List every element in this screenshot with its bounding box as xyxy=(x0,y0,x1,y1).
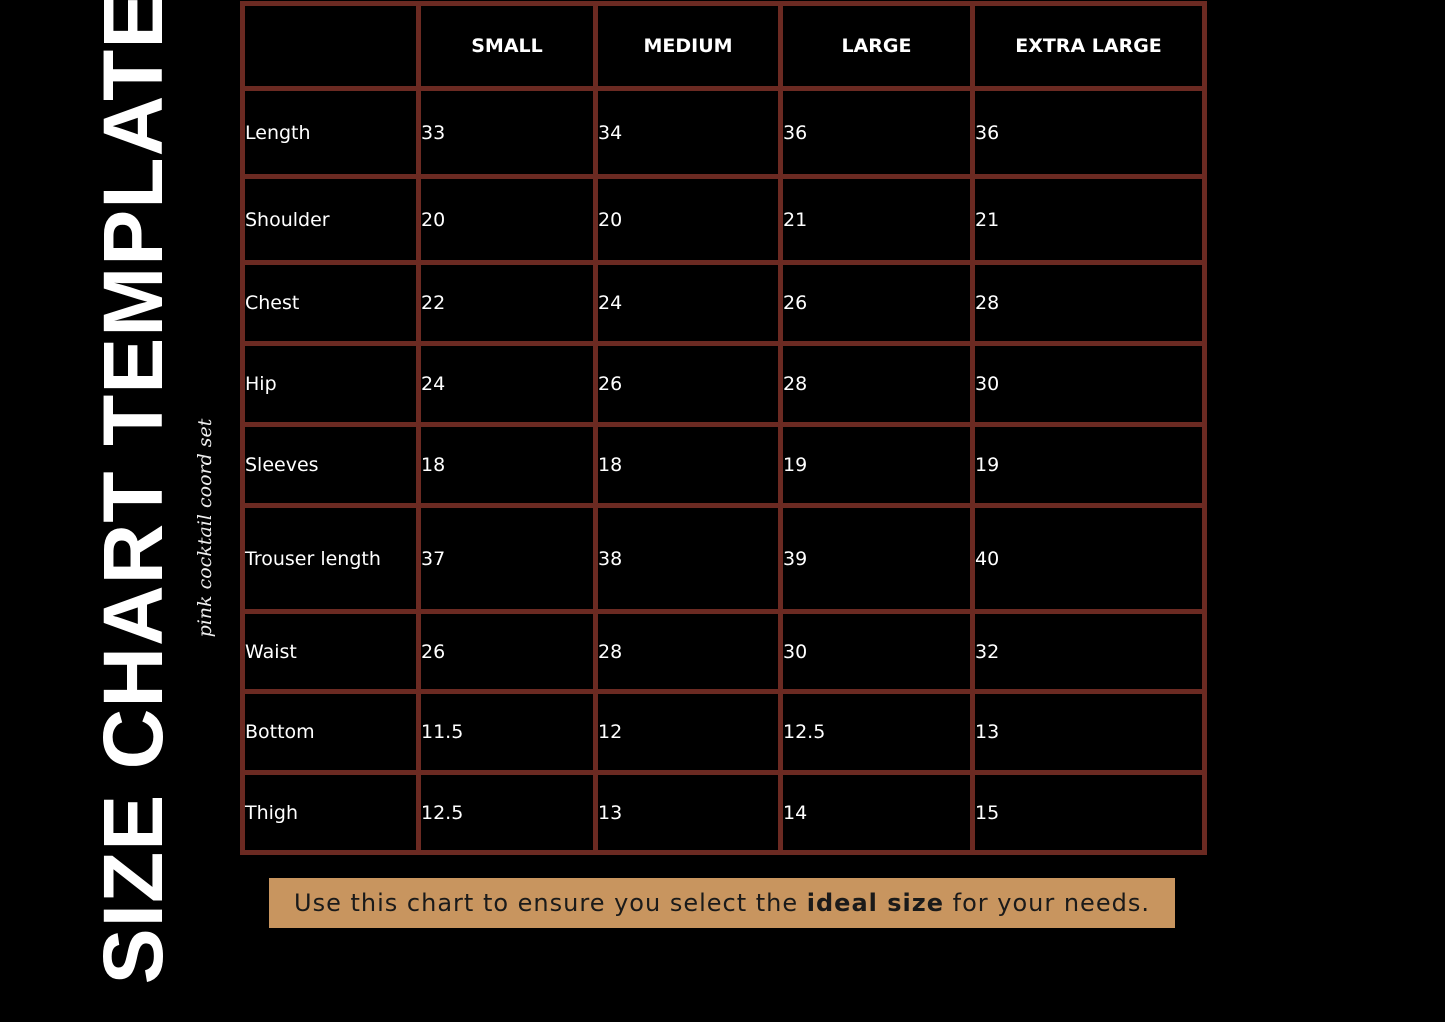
row-label: Hip xyxy=(240,341,421,427)
row-label: Bottom xyxy=(240,689,421,775)
size-value: 13 xyxy=(593,770,783,855)
table-row: Sleeves 18 18 19 19 xyxy=(240,422,1207,508)
size-value: 30 xyxy=(778,609,975,694)
size-value: 38 xyxy=(593,503,783,614)
banner-text-after: for your needs. xyxy=(943,889,1150,917)
row-label: Waist xyxy=(240,609,421,694)
size-chart-table: SMALL MEDIUM LARGE EXTRA LARGE Length 33 34 36… xyxy=(240,1,1207,855)
size-value: 15 xyxy=(970,770,1207,855)
row-label: Sleeves xyxy=(240,422,421,508)
size-value: 21 xyxy=(778,174,975,265)
size-value: 12 xyxy=(593,689,783,775)
size-value: 18 xyxy=(416,422,598,508)
table-row: Waist 26 28 30 32 xyxy=(240,609,1207,694)
info-banner: Use this chart to ensure you select the … xyxy=(269,878,1175,928)
column-header: MEDIUM xyxy=(593,1,783,91)
size-value: 37 xyxy=(416,503,598,614)
column-header: LARGE xyxy=(778,1,975,91)
page-title: SIZE CHART TEMPLATE xyxy=(86,0,180,985)
table-row: Trouser length 37 38 39 40 xyxy=(240,503,1207,614)
column-header: SMALL xyxy=(416,1,598,91)
size-value: 24 xyxy=(593,260,783,346)
row-label: Chest xyxy=(240,260,421,346)
subtitle-script: pink cocktail coord set xyxy=(194,418,216,638)
size-value: 13 xyxy=(970,689,1207,775)
header-row: SMALL MEDIUM LARGE EXTRA LARGE xyxy=(240,1,1207,91)
size-value: 36 xyxy=(778,86,975,179)
table-row: Bottom 11.5 12 12.5 13 xyxy=(240,689,1207,775)
size-value: 39 xyxy=(778,503,975,614)
size-value: 24 xyxy=(416,341,598,427)
row-label: Length xyxy=(240,86,421,179)
size-value: 30 xyxy=(970,341,1207,427)
size-value: 20 xyxy=(416,174,598,265)
size-value: 14 xyxy=(778,770,975,855)
size-value: 26 xyxy=(778,260,975,346)
size-value: 12.5 xyxy=(416,770,598,855)
size-value: 21 xyxy=(970,174,1207,265)
size-value: 40 xyxy=(970,503,1207,614)
size-value: 22 xyxy=(416,260,598,346)
size-value: 32 xyxy=(970,609,1207,694)
size-value: 28 xyxy=(593,609,783,694)
table-row: Hip 24 26 28 30 xyxy=(240,341,1207,427)
size-value: 19 xyxy=(778,422,975,508)
size-value: 11.5 xyxy=(416,689,598,775)
banner-text-bold: ideal size xyxy=(806,889,944,917)
size-value: 28 xyxy=(970,260,1207,346)
row-label: Trouser length xyxy=(240,503,421,614)
size-value: 20 xyxy=(593,174,783,265)
table-row: Thigh 12.5 13 14 15 xyxy=(240,770,1207,855)
column-header: EXTRA LARGE xyxy=(970,1,1207,91)
banner-text-before: Use this chart to ensure you select the xyxy=(294,889,807,917)
size-value: 18 xyxy=(593,422,783,508)
size-value: 26 xyxy=(593,341,783,427)
column-header xyxy=(240,1,421,91)
size-value: 28 xyxy=(778,341,975,427)
row-label: Thigh xyxy=(240,770,421,855)
size-value: 34 xyxy=(593,86,783,179)
table-row: Shoulder 20 20 21 21 xyxy=(240,174,1207,265)
size-value: 33 xyxy=(416,86,598,179)
size-value: 12.5 xyxy=(778,689,975,775)
table-row: Chest 22 24 26 28 xyxy=(240,260,1207,346)
size-value: 19 xyxy=(970,422,1207,508)
size-value: 36 xyxy=(970,86,1207,179)
size-value: 26 xyxy=(416,609,598,694)
row-label: Shoulder xyxy=(240,174,421,265)
table-row: Length 33 34 36 36 xyxy=(240,86,1207,179)
